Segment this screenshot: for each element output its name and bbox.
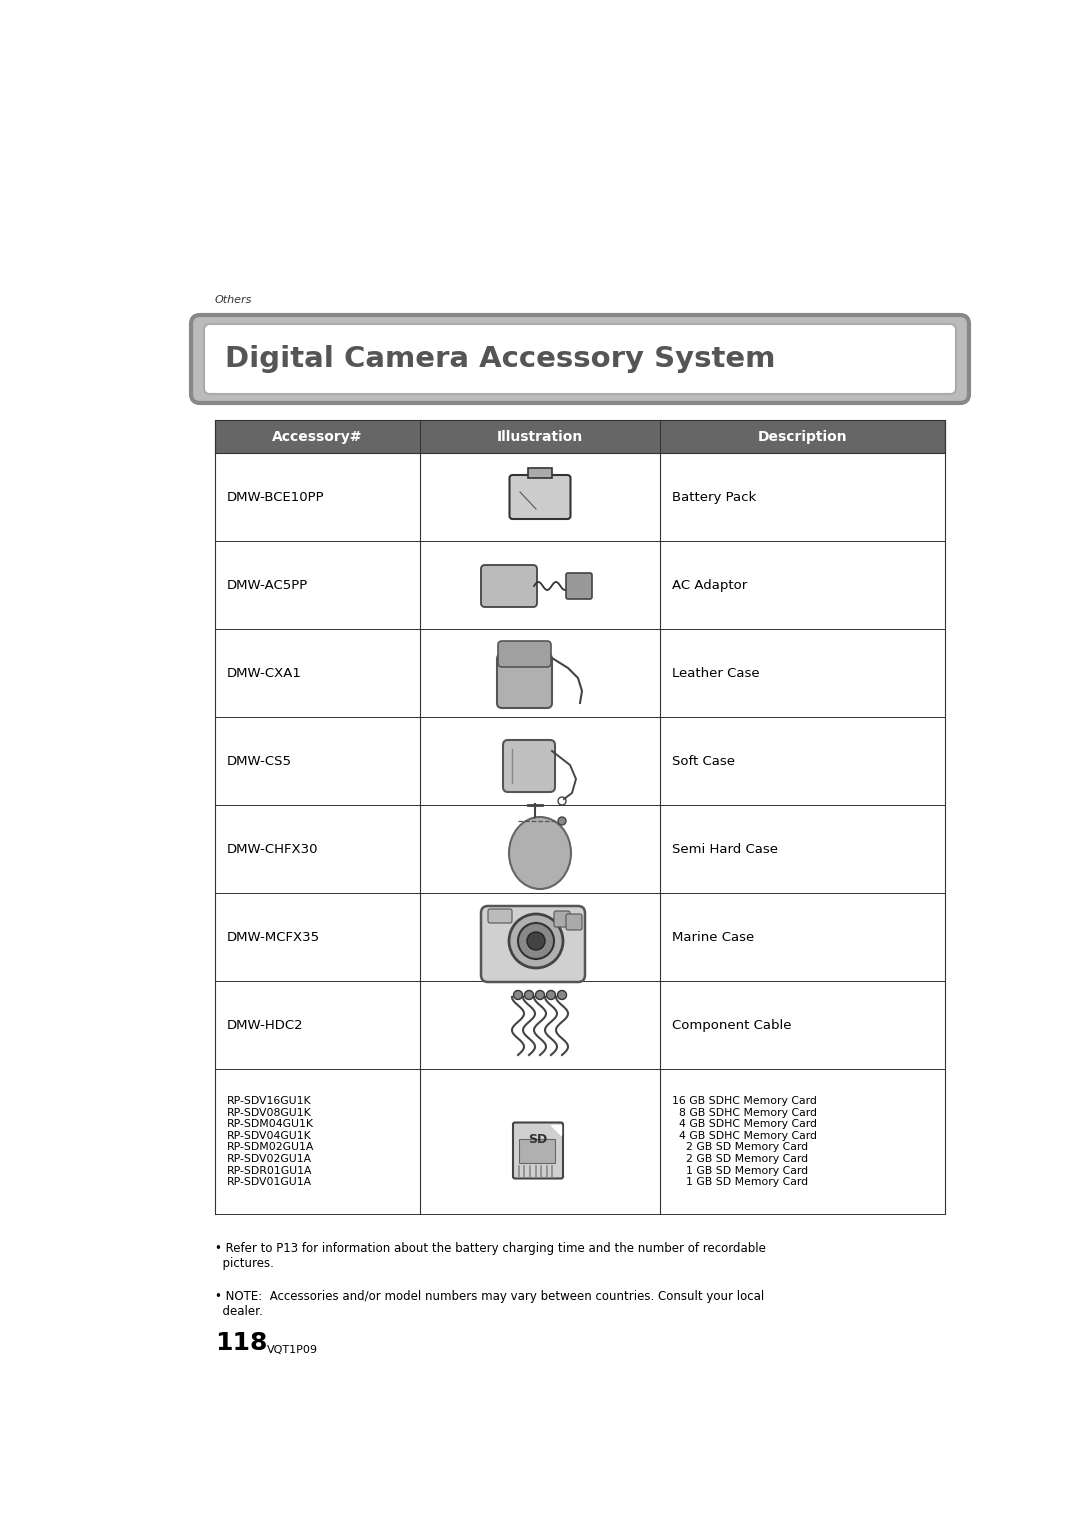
Text: DMW-CHFX30: DMW-CHFX30 [227, 842, 319, 856]
Bar [519, 1138, 555, 1163]
Text: Digital Camera Accessory System: Digital Camera Accessory System [225, 345, 775, 372]
Bar [660, 893, 945, 981]
Bar [420, 629, 660, 717]
Circle shape [509, 914, 563, 967]
Circle shape [513, 990, 523, 1000]
FancyBboxPatch shape [513, 1123, 563, 1178]
FancyBboxPatch shape [566, 914, 582, 929]
Bar [215, 542, 420, 629]
FancyBboxPatch shape [497, 655, 552, 708]
Text: DMW-AC5PP: DMW-AC5PP [227, 578, 308, 592]
Bar [215, 453, 420, 542]
Circle shape [518, 923, 554, 958]
FancyBboxPatch shape [503, 740, 555, 792]
Circle shape [546, 990, 555, 1000]
Bar [528, 468, 552, 478]
Text: DMW-CXA1: DMW-CXA1 [227, 667, 302, 679]
Text: AC Adaptor: AC Adaptor [672, 578, 747, 592]
Text: Leather Case: Leather Case [672, 667, 759, 679]
Text: Description: Description [758, 429, 848, 444]
Ellipse shape [509, 816, 571, 890]
Text: VQT1P09: VQT1P09 [267, 1344, 318, 1355]
FancyBboxPatch shape [481, 906, 585, 983]
Bar [215, 806, 420, 893]
Bar [215, 420, 945, 453]
Circle shape [527, 932, 545, 951]
Text: Battery Pack: Battery Pack [672, 490, 756, 504]
FancyBboxPatch shape [191, 314, 969, 403]
Text: Marine Case: Marine Case [672, 931, 754, 943]
Text: 16 GB SDHC Memory Card
  8 GB SDHC Memory Card
  4 GB SDHC Memory Card
  4 GB SD: 16 GB SDHC Memory Card 8 GB SDHC Memory … [672, 1096, 816, 1187]
Text: 118: 118 [215, 1331, 268, 1355]
Circle shape [557, 990, 567, 1000]
Bar [660, 629, 945, 717]
Text: • NOTE:  Accessories and/or model numbers may vary between countries. Consult yo: • NOTE: Accessories and/or model numbers… [215, 1289, 765, 1318]
Bar [420, 981, 660, 1070]
FancyBboxPatch shape [498, 641, 551, 667]
Bar [420, 717, 660, 806]
Circle shape [558, 816, 566, 826]
FancyBboxPatch shape [488, 909, 512, 923]
Text: Soft Case: Soft Case [672, 754, 735, 768]
Text: Accessory#: Accessory# [272, 429, 363, 444]
Text: RP-SDV16GU1K
RP-SDV08GU1K
RP-SDM04GU1K
RP-SDV04GU1K
RP-SDM02GU1A
RP-SDV02GU1A
RP: RP-SDV16GU1K RP-SDV08GU1K RP-SDM04GU1K R… [227, 1096, 314, 1187]
Bar [660, 542, 945, 629]
Bar [215, 893, 420, 981]
FancyBboxPatch shape [566, 572, 592, 600]
Bar [420, 542, 660, 629]
FancyBboxPatch shape [481, 565, 537, 607]
Bar [215, 717, 420, 806]
Text: Component Cable: Component Cable [672, 1018, 792, 1032]
FancyBboxPatch shape [510, 475, 570, 519]
Text: SD: SD [528, 1132, 548, 1146]
Bar [660, 806, 945, 893]
Bar [215, 629, 420, 717]
Circle shape [536, 990, 544, 1000]
Bar [420, 893, 660, 981]
Polygon shape [551, 1125, 561, 1134]
Text: DMW-HDC2: DMW-HDC2 [227, 1018, 303, 1032]
Text: DMW-CS5: DMW-CS5 [227, 754, 292, 768]
FancyBboxPatch shape [204, 324, 956, 394]
Bar [420, 453, 660, 542]
Text: DMW-MCFX35: DMW-MCFX35 [227, 931, 320, 943]
Bar [660, 981, 945, 1070]
Bar [420, 806, 660, 893]
Text: Illustration: Illustration [497, 429, 583, 444]
Bar [215, 981, 420, 1070]
Text: • Refer to P13 for information about the battery charging time and the number of: • Refer to P13 for information about the… [215, 1242, 766, 1270]
Bar [420, 1070, 660, 1215]
Circle shape [525, 990, 534, 1000]
Bar [660, 1070, 945, 1215]
Text: Semi Hard Case: Semi Hard Case [672, 842, 778, 856]
Bar [660, 717, 945, 806]
FancyBboxPatch shape [554, 911, 570, 926]
Bar [660, 453, 945, 542]
Bar [215, 1070, 420, 1215]
Text: Others: Others [215, 295, 253, 305]
Text: DMW-BCE10PP: DMW-BCE10PP [227, 490, 325, 504]
